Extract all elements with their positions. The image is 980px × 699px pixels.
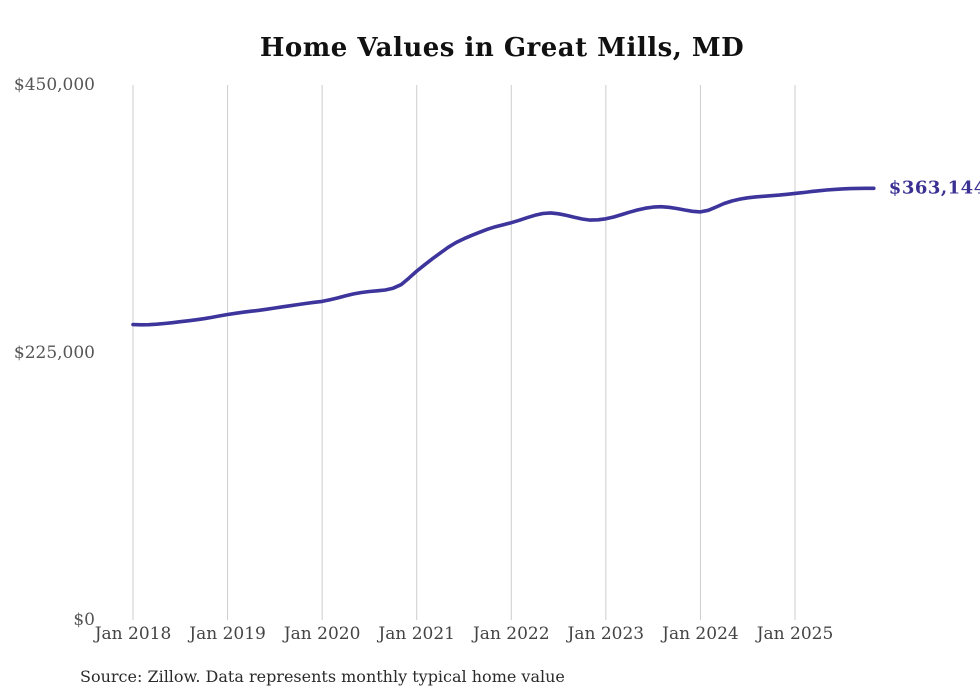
vertical-gridlines xyxy=(132,85,796,620)
x-tick-label: Jan 2021 xyxy=(378,624,455,644)
source-note: Source: Zillow. Data represents monthly … xyxy=(80,667,565,686)
y-tick-label: $225,000 xyxy=(13,342,95,363)
x-tick-label: Jan 2022 xyxy=(472,624,550,644)
y-tick-label: $450,000 xyxy=(13,75,95,95)
chart-title: Home Values in Great Mills, MD xyxy=(259,33,745,63)
series-end-value-label: $363,144 xyxy=(888,177,980,199)
home-value-series-line xyxy=(131,186,876,327)
x-tick-label: Jan 2024 xyxy=(662,624,739,644)
x-tick-label: Jan 2023 xyxy=(567,624,645,644)
y-tick-label: $0 xyxy=(73,610,95,630)
x-tick-label: Jan 2018 xyxy=(94,624,172,644)
x-tick-label: Jan 2019 xyxy=(189,624,266,644)
x-tick-label: Jan 2025 xyxy=(756,624,834,644)
x-tick-label: Jan 2020 xyxy=(283,624,361,644)
